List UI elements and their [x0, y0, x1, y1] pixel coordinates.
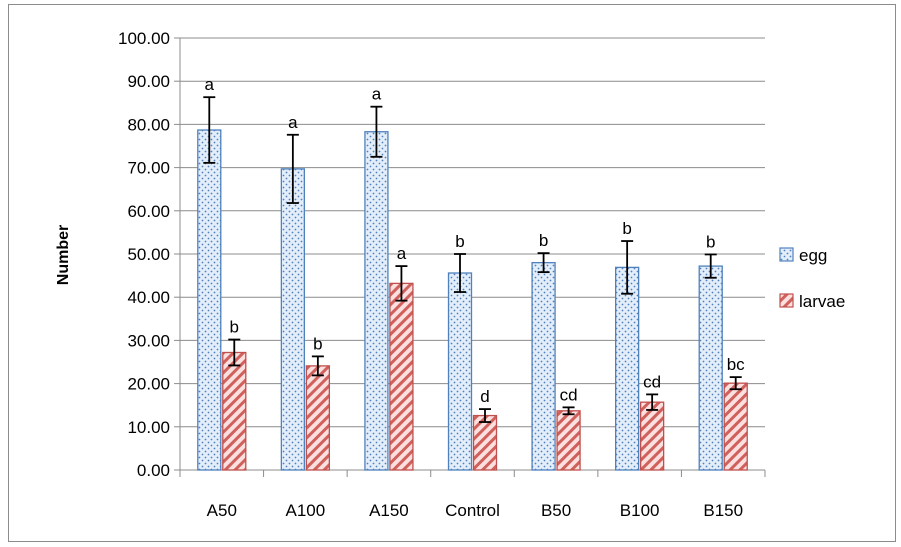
significance-letter: a	[205, 75, 215, 94]
significance-letter: cd	[643, 372, 661, 391]
x-tick-label: A50	[207, 501, 237, 520]
x-tick-label: A150	[369, 501, 409, 520]
significance-letter: b	[313, 334, 322, 353]
y-tick-label: 40.00	[127, 288, 170, 307]
bar-egg	[614, 266, 640, 471]
significance-letter: b	[622, 219, 631, 238]
y-tick-label: 20.00	[127, 375, 170, 394]
significance-letter: b	[706, 232, 715, 251]
bar-larvae	[556, 410, 581, 471]
bar-larvae	[305, 365, 331, 471]
significance-letter: d	[480, 387, 489, 406]
legend: egg larvae	[779, 246, 845, 311]
bar-egg	[531, 261, 556, 471]
significance-letter: a	[372, 85, 382, 104]
bar-larvae	[472, 414, 498, 471]
bars	[197, 96, 748, 471]
y-tick-label: 10.00	[127, 418, 170, 437]
significance-letter: a	[288, 113, 298, 132]
bar-egg	[197, 129, 222, 471]
significance-letter: b	[455, 232, 464, 251]
bar-egg	[364, 131, 389, 471]
x-tick-label: B150	[703, 501, 743, 520]
y-tick-label: 60.00	[127, 202, 170, 221]
x-tick-label: B100	[620, 501, 660, 520]
bar-egg	[280, 168, 306, 471]
axes	[174, 37, 766, 477]
legend-label-larvae: larvae	[799, 292, 845, 311]
y-tick-label: 50.00	[127, 245, 170, 264]
bar-larvae	[723, 382, 748, 471]
x-tick-label: A100	[286, 501, 326, 520]
bar-egg	[698, 265, 723, 471]
x-tick-label: B50	[541, 501, 571, 520]
y-tick-label: 30.00	[127, 331, 170, 350]
gridlines	[180, 37, 765, 428]
labels: 0.00 10.00 20.00 30.00 40.00 50.00 60.00 70.00 8…	[118, 29, 745, 520]
significance-letter: b	[230, 318, 239, 337]
significance-letter: bc	[727, 355, 745, 374]
y-axis-title: Number	[55, 225, 72, 285]
significance-letter: cd	[560, 385, 578, 404]
y-tick-label: 0.00	[137, 461, 170, 480]
bar-larvae	[389, 282, 414, 471]
significance-letter: b	[539, 231, 548, 250]
legend-swatch-egg	[779, 247, 794, 262]
legend-swatch-larvae	[779, 293, 794, 308]
y-tick-label: 80.00	[127, 115, 170, 134]
legend-label-egg: egg	[799, 246, 827, 265]
y-tick-label: 100.00	[118, 29, 170, 48]
bar-egg	[447, 272, 473, 471]
bar-larvae	[222, 351, 247, 471]
y-tick-label: 70.00	[127, 159, 170, 178]
bar-larvae	[639, 401, 665, 471]
y-tick-label: 90.00	[127, 72, 170, 91]
significance-letter: a	[397, 244, 407, 263]
x-tick-label: Control	[445, 501, 500, 520]
